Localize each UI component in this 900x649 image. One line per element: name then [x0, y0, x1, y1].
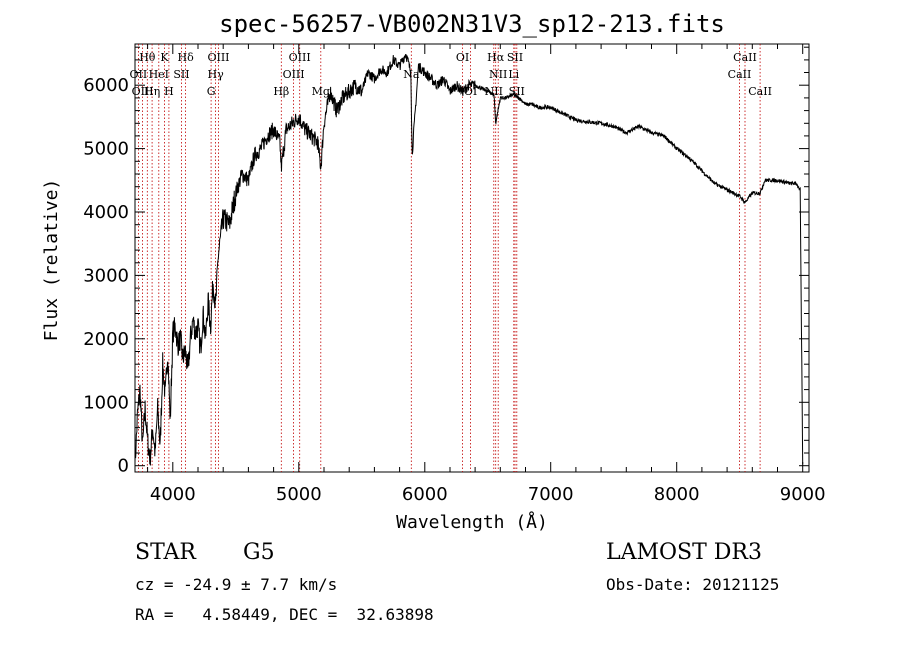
- line-label-3: OIII: [207, 51, 229, 64]
- line-label-5: OI: [456, 51, 469, 64]
- y-tick-label-2000: 2000: [83, 329, 129, 350]
- line-label-10: HeI: [149, 68, 169, 81]
- line-label-2: Hδ: [177, 51, 194, 64]
- line-label-22: Hβ: [273, 85, 289, 98]
- redshift-text: cz = -24.9 ± 7.7 km/s: [135, 575, 338, 594]
- emission-lines: [137, 44, 761, 472]
- line-label-27: CaII: [748, 85, 772, 98]
- line-label-14: Na: [403, 68, 420, 81]
- x-tick-label-7000: 7000: [528, 484, 574, 505]
- line-label-11: SII: [173, 68, 189, 81]
- line-label-9: OII: [130, 68, 148, 81]
- y-tick-label-3000: 3000: [83, 265, 129, 286]
- object-subclass: G5: [243, 540, 275, 565]
- x-tick-label-5000: 5000: [276, 484, 322, 505]
- line-label-0: Hθ: [139, 51, 156, 64]
- y-tick-label-0: 0: [118, 456, 129, 477]
- line-label-16: Li: [508, 68, 519, 81]
- line-label-23: Mg: [312, 85, 330, 98]
- line-label-13: OIII: [283, 68, 305, 81]
- y-axis-ticks: 0 1000 2000 3000 4000 5000 6000: [83, 46, 809, 477]
- line-label-20: H: [164, 85, 174, 98]
- line-label-7: SII: [507, 51, 523, 64]
- y-tick-label-1000: 1000: [83, 392, 129, 413]
- line-label-17: CaII: [728, 68, 752, 81]
- line-label-21: G: [207, 85, 216, 98]
- y-tick-label-6000: 6000: [83, 75, 129, 96]
- object-class: STAR: [135, 540, 196, 565]
- line-label-15: NII: [489, 68, 507, 81]
- line-label-18: OIII: [132, 85, 154, 98]
- line-label-25: NII: [485, 85, 503, 98]
- x-tick-label-4000: 4000: [150, 484, 196, 505]
- x-axis-ticks: 4000 5000 6000 7000 8000 9000: [147, 44, 826, 505]
- y-axis-label: Flux (relative): [41, 179, 62, 342]
- x-axis-label: Wavelength (Å): [396, 511, 548, 533]
- line-label-4: OIII: [289, 51, 311, 64]
- spectrum-line: [134, 54, 804, 466]
- line-label-12: Hγ: [208, 68, 225, 81]
- y-tick-label-5000: 5000: [83, 139, 129, 160]
- y-tick-label-4000: 4000: [83, 202, 129, 223]
- x-tick-label-9000: 9000: [780, 484, 826, 505]
- coordinates: RA = 4.58449, DEC = 32.63898: [135, 605, 434, 624]
- line-label-19: Hη: [144, 85, 160, 98]
- line-label-8: CaII: [733, 51, 757, 64]
- plot-frame: [134, 43, 810, 473]
- obs-date: Obs-Date: 20121125: [606, 575, 780, 594]
- line-label-1: K: [160, 51, 169, 64]
- chart-title: spec-56257-VB002N31V3_sp12-213.fits: [219, 10, 725, 38]
- x-tick-label-6000: 6000: [402, 484, 448, 505]
- x-tick-label-8000: 8000: [654, 484, 700, 505]
- spectrum-chart: spec-56257-VB002N31V3_sp12-213.fits Hθ K H…: [41, 10, 826, 533]
- line-label-6: Hα: [487, 51, 505, 64]
- survey-name: LAMOST DR3: [606, 540, 762, 565]
